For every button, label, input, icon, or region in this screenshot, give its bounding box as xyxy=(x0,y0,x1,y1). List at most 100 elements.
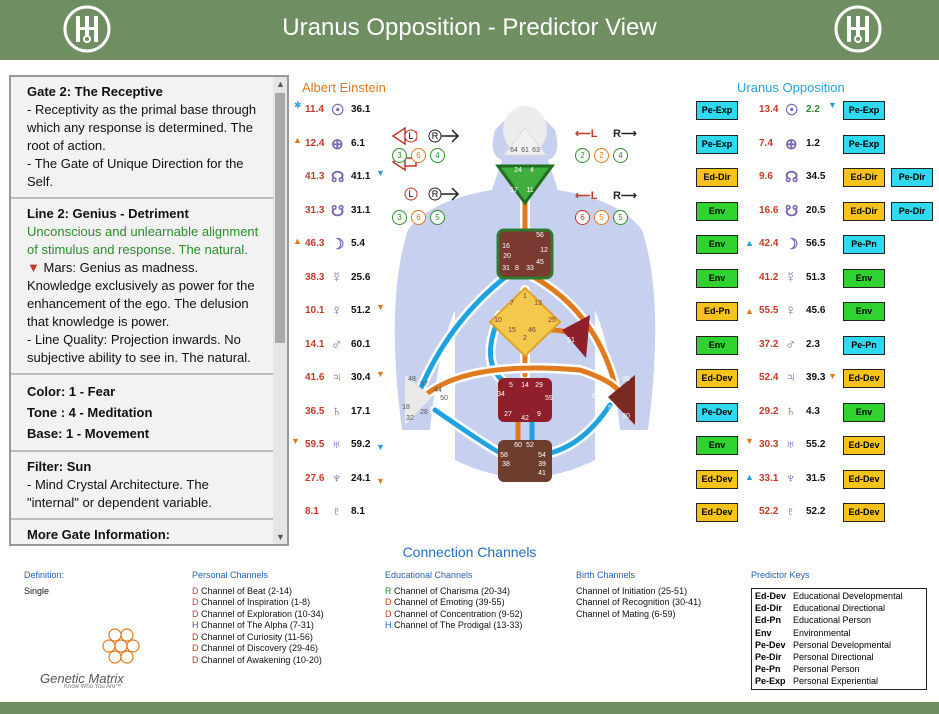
gate-number[interactable]: 44 xyxy=(434,387,442,394)
gate-number[interactable]: 24 xyxy=(514,167,522,174)
channel-item[interactable]: D Channel of Beat (2-14) xyxy=(192,586,324,598)
gate-number[interactable]: 16 xyxy=(502,243,510,250)
scroll-up-icon[interactable]: ▲ xyxy=(276,79,285,89)
channel-item[interactable]: D Channel of Concentration (9-52) xyxy=(385,609,523,621)
predictor-key-badge[interactable]: Ed-Pn xyxy=(696,302,738,321)
gate-number[interactable]: 41 xyxy=(538,470,546,477)
gate-info-panel[interactable]: Gate 2: The Receptive - Receptivity as t… xyxy=(9,75,289,546)
gate-number[interactable]: 48 xyxy=(408,376,416,383)
channel-item[interactable]: D Channel of Inspiration (1-8) xyxy=(192,597,324,609)
gate-number[interactable]: 59 xyxy=(545,395,553,402)
gate-number[interactable]: 25 xyxy=(548,317,556,324)
scrollbar-thumb[interactable] xyxy=(275,93,285,343)
predictor-key-badge[interactable]: Env xyxy=(696,335,738,355)
gate-number[interactable]: 11 xyxy=(526,187,533,194)
gate-number[interactable]: 15 xyxy=(508,327,516,334)
predictor-key-badge[interactable]: Env xyxy=(843,302,885,321)
gate-number[interactable]: 57 xyxy=(420,381,428,388)
more-info-link[interactable]: More Gate Information: xyxy=(27,527,171,542)
gate-number[interactable]: 4 xyxy=(530,167,534,174)
predictor-key-badge[interactable]: Pe-Exp xyxy=(843,134,885,154)
predictor-key-badge[interactable]: Env xyxy=(696,235,738,254)
scrollbar[interactable]: ▲ ▼ xyxy=(273,77,287,544)
gate-number[interactable]: 29 xyxy=(535,382,543,389)
predictor-key-badge[interactable]: Pe-Pn xyxy=(843,235,885,254)
gate-number[interactable]: 17 xyxy=(510,187,518,194)
predictor-key-badge[interactable]: Env xyxy=(696,436,738,455)
predictor-key-badge[interactable]: Ed-Dir xyxy=(843,168,885,187)
gate-number[interactable]: 51 xyxy=(567,337,575,344)
channel-item[interactable]: H Channel of The Prodigal (13-33) xyxy=(385,620,523,632)
gate-number[interactable]: 46 xyxy=(528,327,536,334)
predictor-key-badge[interactable]: Ed-Dev xyxy=(696,369,738,388)
gate-number[interactable]: 13 xyxy=(534,300,542,307)
gate-number[interactable]: 36 xyxy=(622,376,630,383)
gate-number[interactable]: 60 xyxy=(514,442,522,449)
gate-number[interactable]: 63 xyxy=(532,147,540,154)
channel-item[interactable]: D Channel of Discovery (29-46) xyxy=(192,643,324,655)
gate-number[interactable]: 20 xyxy=(503,253,511,260)
channel-item[interactable]: Channel of Recognition (30-41) xyxy=(576,597,702,607)
channel-item[interactable]: D Channel of Curiosity (11-56) xyxy=(192,632,324,644)
predictor-key-badge[interactable]: Ed-Dev xyxy=(843,469,885,489)
predictor-key-badge[interactable]: Pe-Exp xyxy=(843,101,885,120)
channel-item[interactable]: D Channel of Awakening (10-20) xyxy=(192,655,324,667)
gate-number[interactable]: 18 xyxy=(402,404,410,411)
scroll-down-icon[interactable]: ▼ xyxy=(276,532,285,542)
gate-number[interactable]: 55 xyxy=(608,405,616,412)
predictor-key-badge[interactable]: Ed-Dev xyxy=(843,436,885,455)
channel-item[interactable]: Channel of Initiation (25-51) xyxy=(576,585,688,596)
predictor-key-badge[interactable]: Pe-Exp xyxy=(696,134,738,154)
gate-number[interactable]: 12 xyxy=(540,247,548,254)
gate-number[interactable]: 8 xyxy=(515,265,519,272)
gate-number[interactable]: 39 xyxy=(538,461,546,468)
gate-number[interactable]: 52 xyxy=(526,442,534,449)
gate-number[interactable]: 1 xyxy=(523,293,527,300)
gate-number[interactable]: 2 xyxy=(523,335,527,342)
gate-number[interactable]: 37 xyxy=(598,385,606,392)
predictor-key-badge[interactable]: Pe-Exp xyxy=(696,101,738,120)
channel-item[interactable]: D Channel of Emoting (39-55) xyxy=(385,597,523,609)
gate-number[interactable]: 31 xyxy=(502,265,510,272)
gate-number[interactable]: 28 xyxy=(420,409,428,416)
gate-number[interactable]: 33 xyxy=(526,265,534,272)
predictor-key-badge[interactable]: Ed-Dir xyxy=(696,168,738,187)
gate-number[interactable]: 38 xyxy=(502,461,510,468)
gate-number[interactable]: 45 xyxy=(536,259,544,266)
gate-number[interactable]: 58 xyxy=(500,452,508,459)
gate-number[interactable]: 56 xyxy=(536,232,544,239)
predictor-key-badge[interactable]: Pe-Dir xyxy=(891,168,933,187)
channel-item[interactable]: D Channel of Exploration (10-34) xyxy=(192,609,324,621)
gate-number[interactable]: 6 xyxy=(592,393,596,400)
more-section[interactable]: More Gate Information: xyxy=(11,520,279,544)
predictor-key-badge[interactable]: Ed-Dir xyxy=(843,201,885,221)
predictor-key-badge[interactable]: Env xyxy=(843,268,885,288)
gate-number[interactable]: 61 xyxy=(521,147,529,154)
gate-number[interactable]: 14 xyxy=(521,382,529,389)
predictor-key-badge[interactable]: Env xyxy=(696,201,738,221)
predictor-key-badge[interactable]: Env xyxy=(843,402,885,422)
gate-number[interactable]: 10 xyxy=(494,317,502,324)
gate-number[interactable]: 50 xyxy=(440,395,448,402)
gate-number[interactable]: 30 xyxy=(622,413,630,420)
predictor-key-badge[interactable]: Pe-Dir xyxy=(891,201,933,221)
channel-item[interactable]: H Channel of The Alpha (7-31) xyxy=(192,620,324,632)
predictor-key-badge[interactable]: Env xyxy=(696,268,738,288)
gate-number[interactable]: 5 xyxy=(509,382,513,389)
gate-number[interactable]: 7 xyxy=(510,300,514,307)
gate-number[interactable]: 42 xyxy=(521,415,529,422)
predictor-key-badge[interactable]: Pe-Dev xyxy=(696,402,738,422)
gate-number[interactable]: 27 xyxy=(504,411,512,418)
channel-item[interactable]: R Channel of Charisma (20-34) xyxy=(385,586,523,598)
predictor-key-badge[interactable]: Ed-Dev xyxy=(696,503,738,522)
predictor-key-badge[interactable]: Pe-Pn xyxy=(843,335,885,355)
channel-item[interactable]: Channel of Mating (6-59) xyxy=(576,608,676,619)
predictor-key-badge[interactable]: Ed-Dev xyxy=(843,369,885,388)
predictor-key-badge[interactable]: Ed-Dev xyxy=(696,469,738,489)
gate-number[interactable]: 54 xyxy=(538,452,546,459)
predictor-key-badge[interactable]: Ed-Dev xyxy=(843,503,885,522)
gate-number[interactable]: 32 xyxy=(406,415,414,422)
gate-number[interactable]: 64 xyxy=(510,147,518,154)
gate-number[interactable]: 34 xyxy=(497,391,505,398)
